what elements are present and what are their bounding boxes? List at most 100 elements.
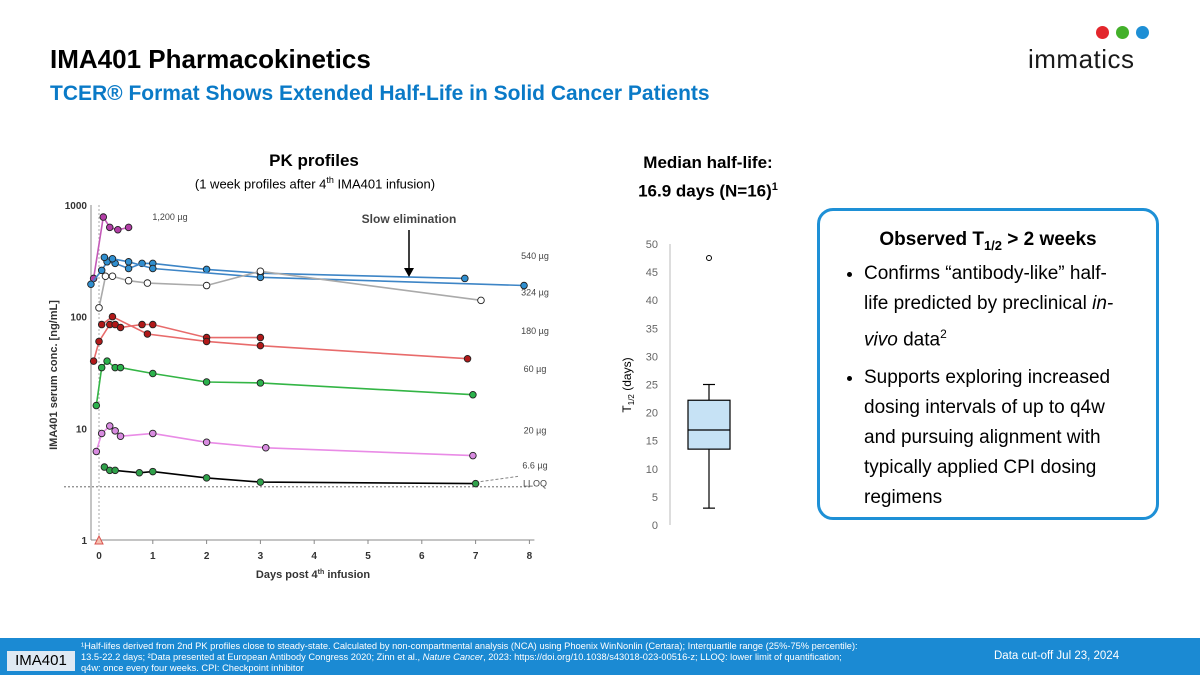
pk-data-point: [202, 378, 211, 386]
pk-annotation-slow-elimination: Slow elimination: [362, 212, 457, 226]
pk-lloq-label: LLOQ: [523, 479, 547, 489]
pk-y-tick-label: 10: [76, 424, 88, 435]
pk-dose-label: 60 µg: [524, 364, 547, 374]
box-y-tick-label: 30: [646, 351, 658, 363]
logo-dot-blue: [1136, 26, 1149, 39]
pk-data-point: [256, 379, 265, 387]
footer-bar: IMA401 ¹Half-lifes derived from 2nd PK p…: [0, 638, 1200, 675]
pk-data-point: [143, 330, 152, 338]
pk-x-tick-label: 1: [150, 551, 156, 562]
pk-panel-subtitle: (1 week profiles after 4th IMA401 infusi…: [194, 175, 436, 192]
pk-x-tick-label: 0: [96, 551, 102, 562]
box-y-tick-label: 50: [646, 239, 658, 251]
pk-data-point: [92, 447, 101, 456]
pk-data-point: [101, 272, 110, 281]
pk-data-point: [95, 304, 103, 312]
pk-data-point: [256, 341, 265, 350]
pk-data-point: [116, 432, 125, 440]
box-y-tick-label: 0: [652, 520, 658, 532]
box-y-tick-label: 35: [646, 323, 658, 335]
pk-data-point: [97, 320, 106, 329]
box-y-axis-label: T1/2 (days): [620, 357, 636, 412]
pk-data-point: [149, 429, 157, 438]
pk-series-line: [95, 359, 473, 406]
logo-text: immatics: [1028, 44, 1135, 74]
pk-dose-label: 6.6 µg: [522, 461, 547, 471]
callout-bullet-1: Confirms “antibody-like” half-life predi…: [864, 259, 1124, 355]
pk-data-point: [108, 312, 117, 321]
pk-data-point: [262, 444, 270, 452]
immatics-logo: immatics: [1028, 24, 1168, 74]
pk-data-point: [202, 438, 211, 447]
box-y-tick-label: 45: [646, 267, 658, 279]
box-y-tick-label: 25: [646, 380, 658, 392]
pk-annotation-arrowhead: [404, 268, 414, 277]
callout-box: Observed T1/2 > 2 weeks Confirms “antibo…: [817, 208, 1159, 520]
pk-dose-label: 180 µg: [521, 326, 549, 336]
pk-data-point: [202, 474, 211, 482]
logo-dot-red: [1096, 26, 1109, 39]
pk-data-point: [116, 363, 125, 372]
box-iqr: [687, 399, 731, 450]
pk-series-line: [103, 466, 476, 485]
pk-x-axis-label: Days post 4th infusion: [256, 569, 370, 581]
pk-dose-label: 1,200 µg: [152, 212, 187, 222]
pk-data-point: [135, 469, 144, 477]
box-y-tick-label: 40: [646, 295, 658, 307]
pk-data-point: [138, 320, 146, 329]
pk-series-line: [101, 315, 468, 360]
pk-x-tick-label: 2: [204, 551, 210, 562]
pk-y-tick-label: 100: [70, 313, 87, 324]
pk-data-point: [256, 267, 265, 276]
pk-y-tick-label: 1: [81, 536, 87, 547]
pk-data-point: [469, 390, 477, 399]
pk-data-point: [97, 429, 106, 438]
pk-data-point: [463, 354, 472, 363]
pk-data-point: [143, 279, 152, 287]
pk-x-tick-label: 3: [258, 551, 264, 562]
pk-dose-label: 540 µg: [521, 251, 549, 261]
pk-data-point: [95, 337, 103, 346]
box-y-tick-label: 5: [652, 492, 658, 504]
pk-data-point: [99, 213, 108, 221]
pk-data-point: [108, 255, 117, 263]
pk-data-point: [256, 333, 265, 342]
pk-data-point: [92, 401, 101, 410]
box-y-tick-label: 20: [646, 408, 658, 420]
page-subtitle: TCER® Format Shows Extended Half-Life in…: [50, 82, 710, 105]
pk-data-point: [149, 264, 157, 273]
pk-data-point: [149, 467, 157, 476]
callout-heading: Observed T1/2 > 2 weeks: [879, 229, 1097, 253]
pk-data-point: [149, 369, 157, 378]
pk-data-point: [114, 226, 122, 234]
pk-series-line: [90, 260, 465, 285]
median-panel-title: Median half-life: 16.9 days (N=16)1: [638, 153, 778, 201]
pk-y-axis-label: IMA401 serum conc. [ng/mL]: [48, 300, 60, 450]
callout-bullet-2: Supports exploring increased dosing inte…: [864, 363, 1124, 513]
pk-data-point: [149, 320, 157, 329]
pk-data-point: [202, 337, 211, 346]
footer-date: Data cut-off Jul 23, 2024: [994, 650, 1120, 662]
footer-note: ¹Half-lifes derived from 2nd PK profiles…: [81, 641, 858, 673]
pk-series-line: [104, 256, 525, 287]
logo-dot-green: [1116, 26, 1129, 39]
pk-panel-title: PK profiles: [269, 151, 359, 170]
pk-start-marker: [94, 534, 104, 545]
pk-data-point: [256, 478, 265, 486]
page-title: IMA401 Pharmacokinetics: [50, 44, 371, 74]
box-y-tick-label: 10: [646, 464, 658, 476]
pk-dose-label: 20 µg: [524, 425, 547, 435]
pk-data-point: [202, 281, 211, 290]
pk-data-point: [106, 422, 114, 430]
pk-data-point: [124, 258, 133, 266]
pk-y-tick-label: 1000: [65, 201, 88, 212]
pk-data-point: [471, 479, 480, 488]
pk-data-point: [469, 451, 477, 460]
pk-x-tick-label: 6: [419, 551, 425, 562]
pk-data-point: [103, 357, 111, 365]
pk-data-point: [100, 463, 109, 471]
pk-x-tick-label: 8: [527, 551, 533, 562]
pk-data-point: [106, 223, 114, 232]
pk-data-point: [256, 273, 265, 282]
